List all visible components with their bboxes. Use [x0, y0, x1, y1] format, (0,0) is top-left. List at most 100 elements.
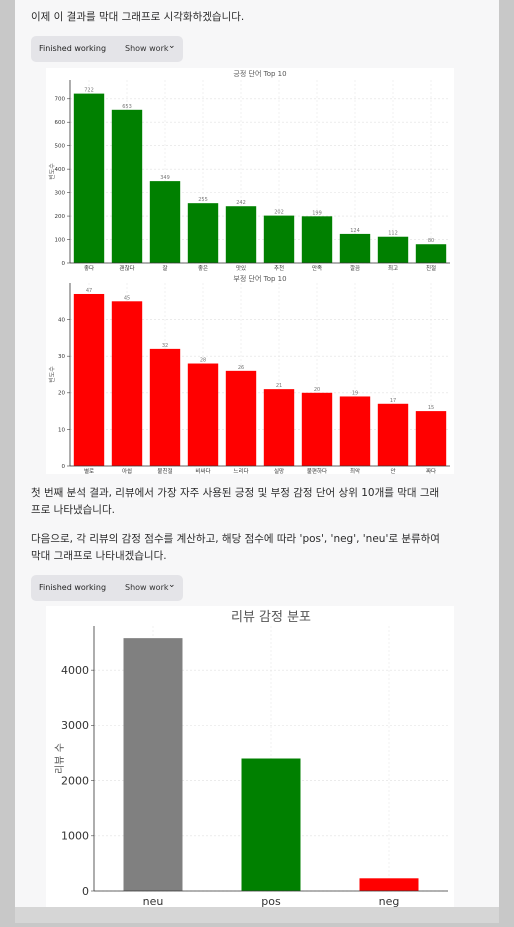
data-label: 653	[122, 104, 132, 110]
status-chip[interactable]: Finished working Show work ⌄	[31, 36, 183, 62]
bar	[377, 403, 409, 466]
data-label: 349	[160, 175, 170, 181]
bar	[149, 348, 181, 466]
y-tick-label: 4000	[61, 664, 89, 677]
data-label: 202	[274, 210, 284, 216]
bar	[263, 215, 295, 263]
data-label: 45	[124, 295, 130, 301]
chart-title: 리뷰 감정 분포	[231, 610, 311, 625]
data-label: 112	[388, 231, 398, 237]
chart-title: 긍정 단어 Top 10	[233, 69, 286, 78]
bar	[187, 363, 219, 466]
positive-words-chart-svg: 0 100 200 300 400 500 600 700 722 좋다 653 괜찮다 349 잘 255…	[48, 69, 450, 272]
data-label: 199	[312, 210, 322, 216]
bar	[359, 878, 419, 891]
x-tick-label: 깔끔	[350, 264, 360, 271]
bar	[73, 293, 105, 466]
y-axis-label: 빈도수	[48, 366, 56, 383]
bar	[339, 233, 371, 263]
y-axis-label: 빈도수	[48, 163, 56, 180]
x-tick-label: 실망	[274, 467, 284, 474]
x-tick-label: 맛있	[236, 264, 246, 271]
negative-words-chart-svg: 0 10 20 30 40 47 별로 45 아쉽 32 불친절 28 비싸다 26 느리다 21 실망 20 불편…	[48, 274, 450, 475]
y-tick-label: 20	[58, 391, 65, 397]
y-axis-label: 리뷰 수	[54, 743, 66, 774]
bar	[225, 206, 257, 263]
x-tick-label: 좋은	[198, 265, 208, 271]
x-tick-label: 아쉽	[122, 467, 132, 474]
y-tick-label: 3000	[61, 719, 89, 732]
status-label: Finished working	[39, 44, 107, 53]
y-tick-label: 2000	[61, 774, 89, 787]
intro-message: 이제 이 결과를 막대 그래프로 시각화하겠습니다.	[31, 11, 245, 23]
bar	[149, 181, 181, 263]
y-tick-label: 500	[55, 144, 66, 150]
bar	[415, 244, 447, 263]
x-tick-label: 최고	[388, 264, 398, 271]
data-label: 32	[162, 343, 168, 349]
bar	[301, 392, 333, 466]
chevron-down-icon[interactable]: ⌄	[168, 580, 176, 590]
bar	[301, 216, 333, 263]
chevron-down-icon[interactable]: ⌄	[168, 41, 176, 51]
data-label: 21	[276, 383, 282, 389]
bar	[225, 370, 257, 466]
x-tick-label: 불친절	[157, 467, 172, 474]
y-tick-label: 0	[62, 261, 66, 267]
x-tick-label: 최악	[350, 467, 360, 474]
show-work-toggle[interactable]: Show work	[125, 583, 169, 592]
x-tick-label: 안	[390, 468, 395, 474]
bar	[263, 389, 295, 466]
status-chip[interactable]: Finished working Show work ⌄	[31, 575, 183, 601]
data-label: 124	[350, 228, 360, 234]
x-tick-label: 느리다	[233, 467, 248, 474]
y-tick-label: 400	[55, 167, 66, 173]
bar	[73, 93, 105, 263]
y-tick-label: 0	[62, 464, 66, 470]
x-tick-label: 짜다	[426, 467, 436, 474]
x-tick-label: neg	[379, 895, 400, 908]
negative-words-chart: 0 10 20 30 40 47 별로 45 아쉽 32 불친절 28 비싸다 26 느리다 21 실망 20 불편…	[46, 271, 454, 475]
bar	[241, 758, 301, 891]
y-tick-label: 100	[55, 237, 66, 243]
data-label: 242	[236, 200, 246, 206]
x-tick-label: 비싸다	[195, 467, 210, 474]
data-label: 15	[428, 405, 434, 411]
y-tick-label: 300	[55, 191, 66, 197]
data-label: 28	[200, 358, 206, 364]
data-label: 19	[352, 390, 358, 396]
x-tick-label: 좋다	[84, 264, 94, 271]
bar	[111, 109, 143, 263]
x-tick-label: pos	[261, 895, 281, 908]
y-tick-label: 1000	[61, 830, 89, 843]
y-tick-label: 40	[58, 318, 65, 324]
data-label: 47	[86, 288, 92, 294]
x-tick-label: neu	[143, 895, 164, 908]
bar	[339, 396, 371, 466]
analysis-message: 첫 번째 분석 결과, 리뷰에서 가장 자주 사용된 긍정 및 부정 감정 단어…	[31, 487, 440, 516]
x-tick-label: 추천	[274, 264, 284, 271]
next-step-message: 다음으로, 각 리뷰의 감정 점수를 계산하고, 해당 점수에 따라 'pos'…	[31, 533, 440, 562]
x-tick-label: 만족	[312, 264, 322, 271]
y-tick-label: 600	[55, 120, 66, 126]
x-tick-label: 잘	[162, 264, 167, 271]
data-label: 17	[390, 398, 396, 404]
data-label: 255	[198, 197, 208, 203]
data-label: 20	[314, 387, 320, 393]
data-label: 80	[428, 238, 434, 244]
bar	[377, 236, 409, 263]
x-tick-label: 별로	[84, 467, 94, 474]
show-work-toggle[interactable]: Show work	[125, 44, 169, 53]
x-tick-label: 불편하다	[307, 467, 327, 474]
status-label: Finished working	[39, 583, 107, 592]
y-tick-label: 700	[55, 97, 66, 103]
bar	[123, 638, 183, 891]
composer-edge	[15, 907, 499, 923]
positive-words-chart: 0 100 200 300 400 500 600 700 722 좋다 653 괜찮다 349 잘 255…	[46, 68, 454, 272]
bar	[187, 203, 219, 263]
y-tick-label: 200	[55, 214, 66, 220]
bar	[415, 411, 447, 466]
y-tick-label: 10	[58, 427, 65, 433]
